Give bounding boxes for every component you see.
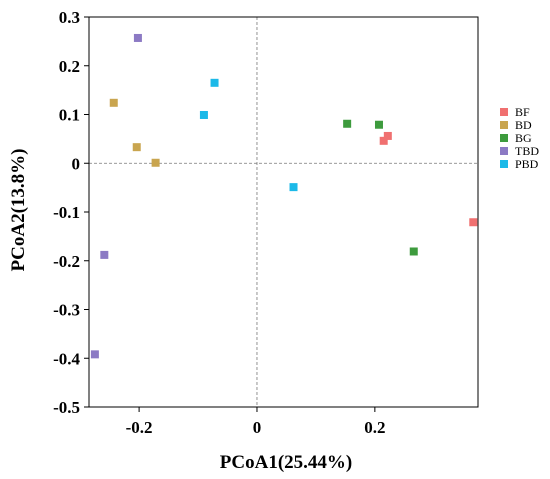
y-tick-label: 0.1 [59,106,80,125]
x-axis-ticks: -0.2 0 0.2 [126,407,385,437]
point-bg [374,120,383,129]
point-bd [151,158,160,167]
legend-swatch-bd [500,121,508,129]
point-bf [379,136,388,145]
point-pbd [199,110,208,119]
point-bd [132,143,141,152]
x-tick-label: -0.2 [126,418,153,437]
y-tick-label: 0.3 [59,8,80,27]
point-bg [343,119,352,128]
legend-swatch-bf [500,108,508,116]
y-tick-label: -0.4 [53,349,80,368]
legend-label-tbd: TBD [515,144,539,158]
y-axis-title: PCoA2(13.8%) [8,149,29,272]
point-pbd [210,78,219,87]
point-tbd [90,350,99,359]
plot-frame [88,16,479,408]
point-bg [409,247,418,256]
y-tick-label: -0.1 [53,203,80,222]
x-axis-title: PCoA1(25.44%) [220,452,352,473]
legend-swatch-bg [500,134,508,142]
point-tbd [133,33,142,42]
legend-swatch-pbd [500,160,508,168]
point-tbd [100,250,109,259]
y-tick-label: -0.2 [53,252,80,271]
y-tick-label: -0.5 [53,398,80,417]
legend-label-bd: BD [515,118,532,132]
point-bd [109,98,118,107]
y-tick-label: 0 [72,154,81,173]
point-bf [383,131,392,140]
point-pbd [289,183,298,192]
data-points [90,33,478,359]
y-tick-label: 0.2 [59,57,80,76]
legend-label-bg: BG [515,131,532,145]
y-axis-ticks: 0.3 0.2 0.1 0 -0.1 -0.2 -0.3 -0.4 -0.5 [53,8,89,417]
legend-label-pbd: PBD [515,157,539,171]
x-tick-label: 0 [253,418,262,437]
legend-label-bf: BF [515,105,530,119]
y-tick-label: -0.3 [53,301,80,320]
x-tick-label: 0.2 [364,418,385,437]
point-bf [469,218,478,227]
legend-swatch-tbd [500,147,508,155]
